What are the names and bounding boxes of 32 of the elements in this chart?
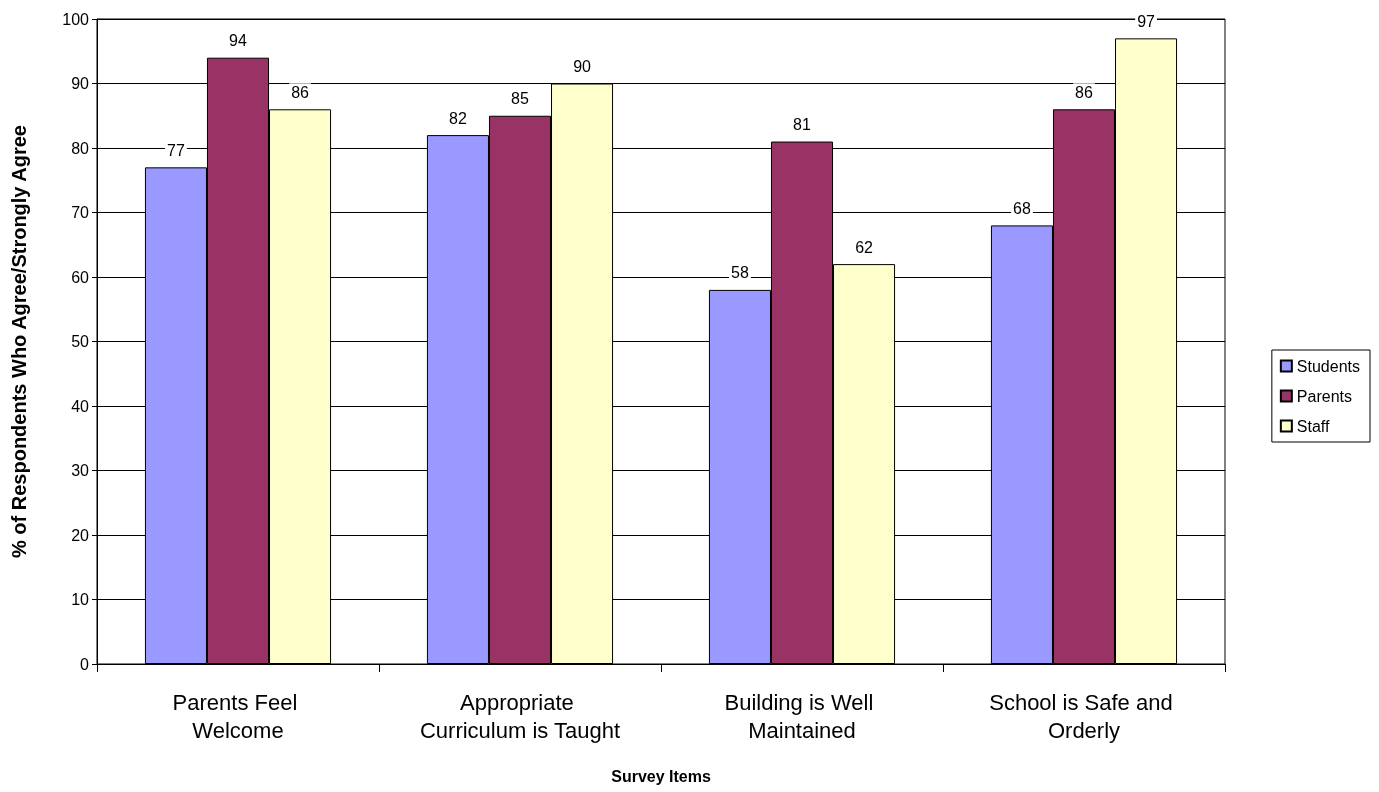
x-tick-label: School is Safe and Orderly	[989, 689, 1179, 743]
data-label: 85	[511, 90, 529, 108]
y-tick-label: 10	[71, 591, 90, 608]
x-tick-label: Parents Feel Welcome	[172, 689, 304, 743]
y-tick-label: 100	[62, 10, 90, 28]
y-tick-label: 80	[71, 139, 90, 157]
y-tick-label: 20	[71, 526, 90, 544]
data-label: 97	[1137, 12, 1156, 30]
data-label: 94	[229, 32, 247, 50]
data-label: 81	[793, 116, 811, 134]
y-tick-label: 30	[71, 462, 90, 479]
y-tick-label: 50	[71, 333, 90, 350]
x-tick-label: Building is Well Maintained	[724, 689, 880, 743]
legend-label: Students	[1296, 357, 1360, 375]
y-tick-label: 90	[71, 75, 90, 92]
data-label: 90	[573, 58, 592, 75]
x-axis-title: Survey Items	[611, 767, 711, 785]
data-label: 68	[1013, 199, 1031, 217]
y-tick-label: 40	[71, 397, 90, 415]
x-tick-label: Appropriate Curriculum is Taught	[419, 689, 621, 743]
data-label: 58	[731, 264, 749, 282]
legend-label: Staff	[1296, 417, 1331, 435]
data-label: 86	[1075, 83, 1093, 101]
data-label: 86	[291, 83, 310, 101]
data-label: 62	[855, 238, 874, 256]
y-axis-title: % of Respondents Who Agree/Strongly Agree	[8, 125, 30, 558]
data-label: 82	[449, 109, 467, 127]
legend-label: Parents	[1296, 387, 1352, 405]
y-tick-label: 0	[80, 655, 90, 673]
data-label: 77	[167, 141, 185, 159]
y-tick-label: 70	[71, 204, 90, 221]
y-tick-label: 60	[71, 268, 90, 286]
